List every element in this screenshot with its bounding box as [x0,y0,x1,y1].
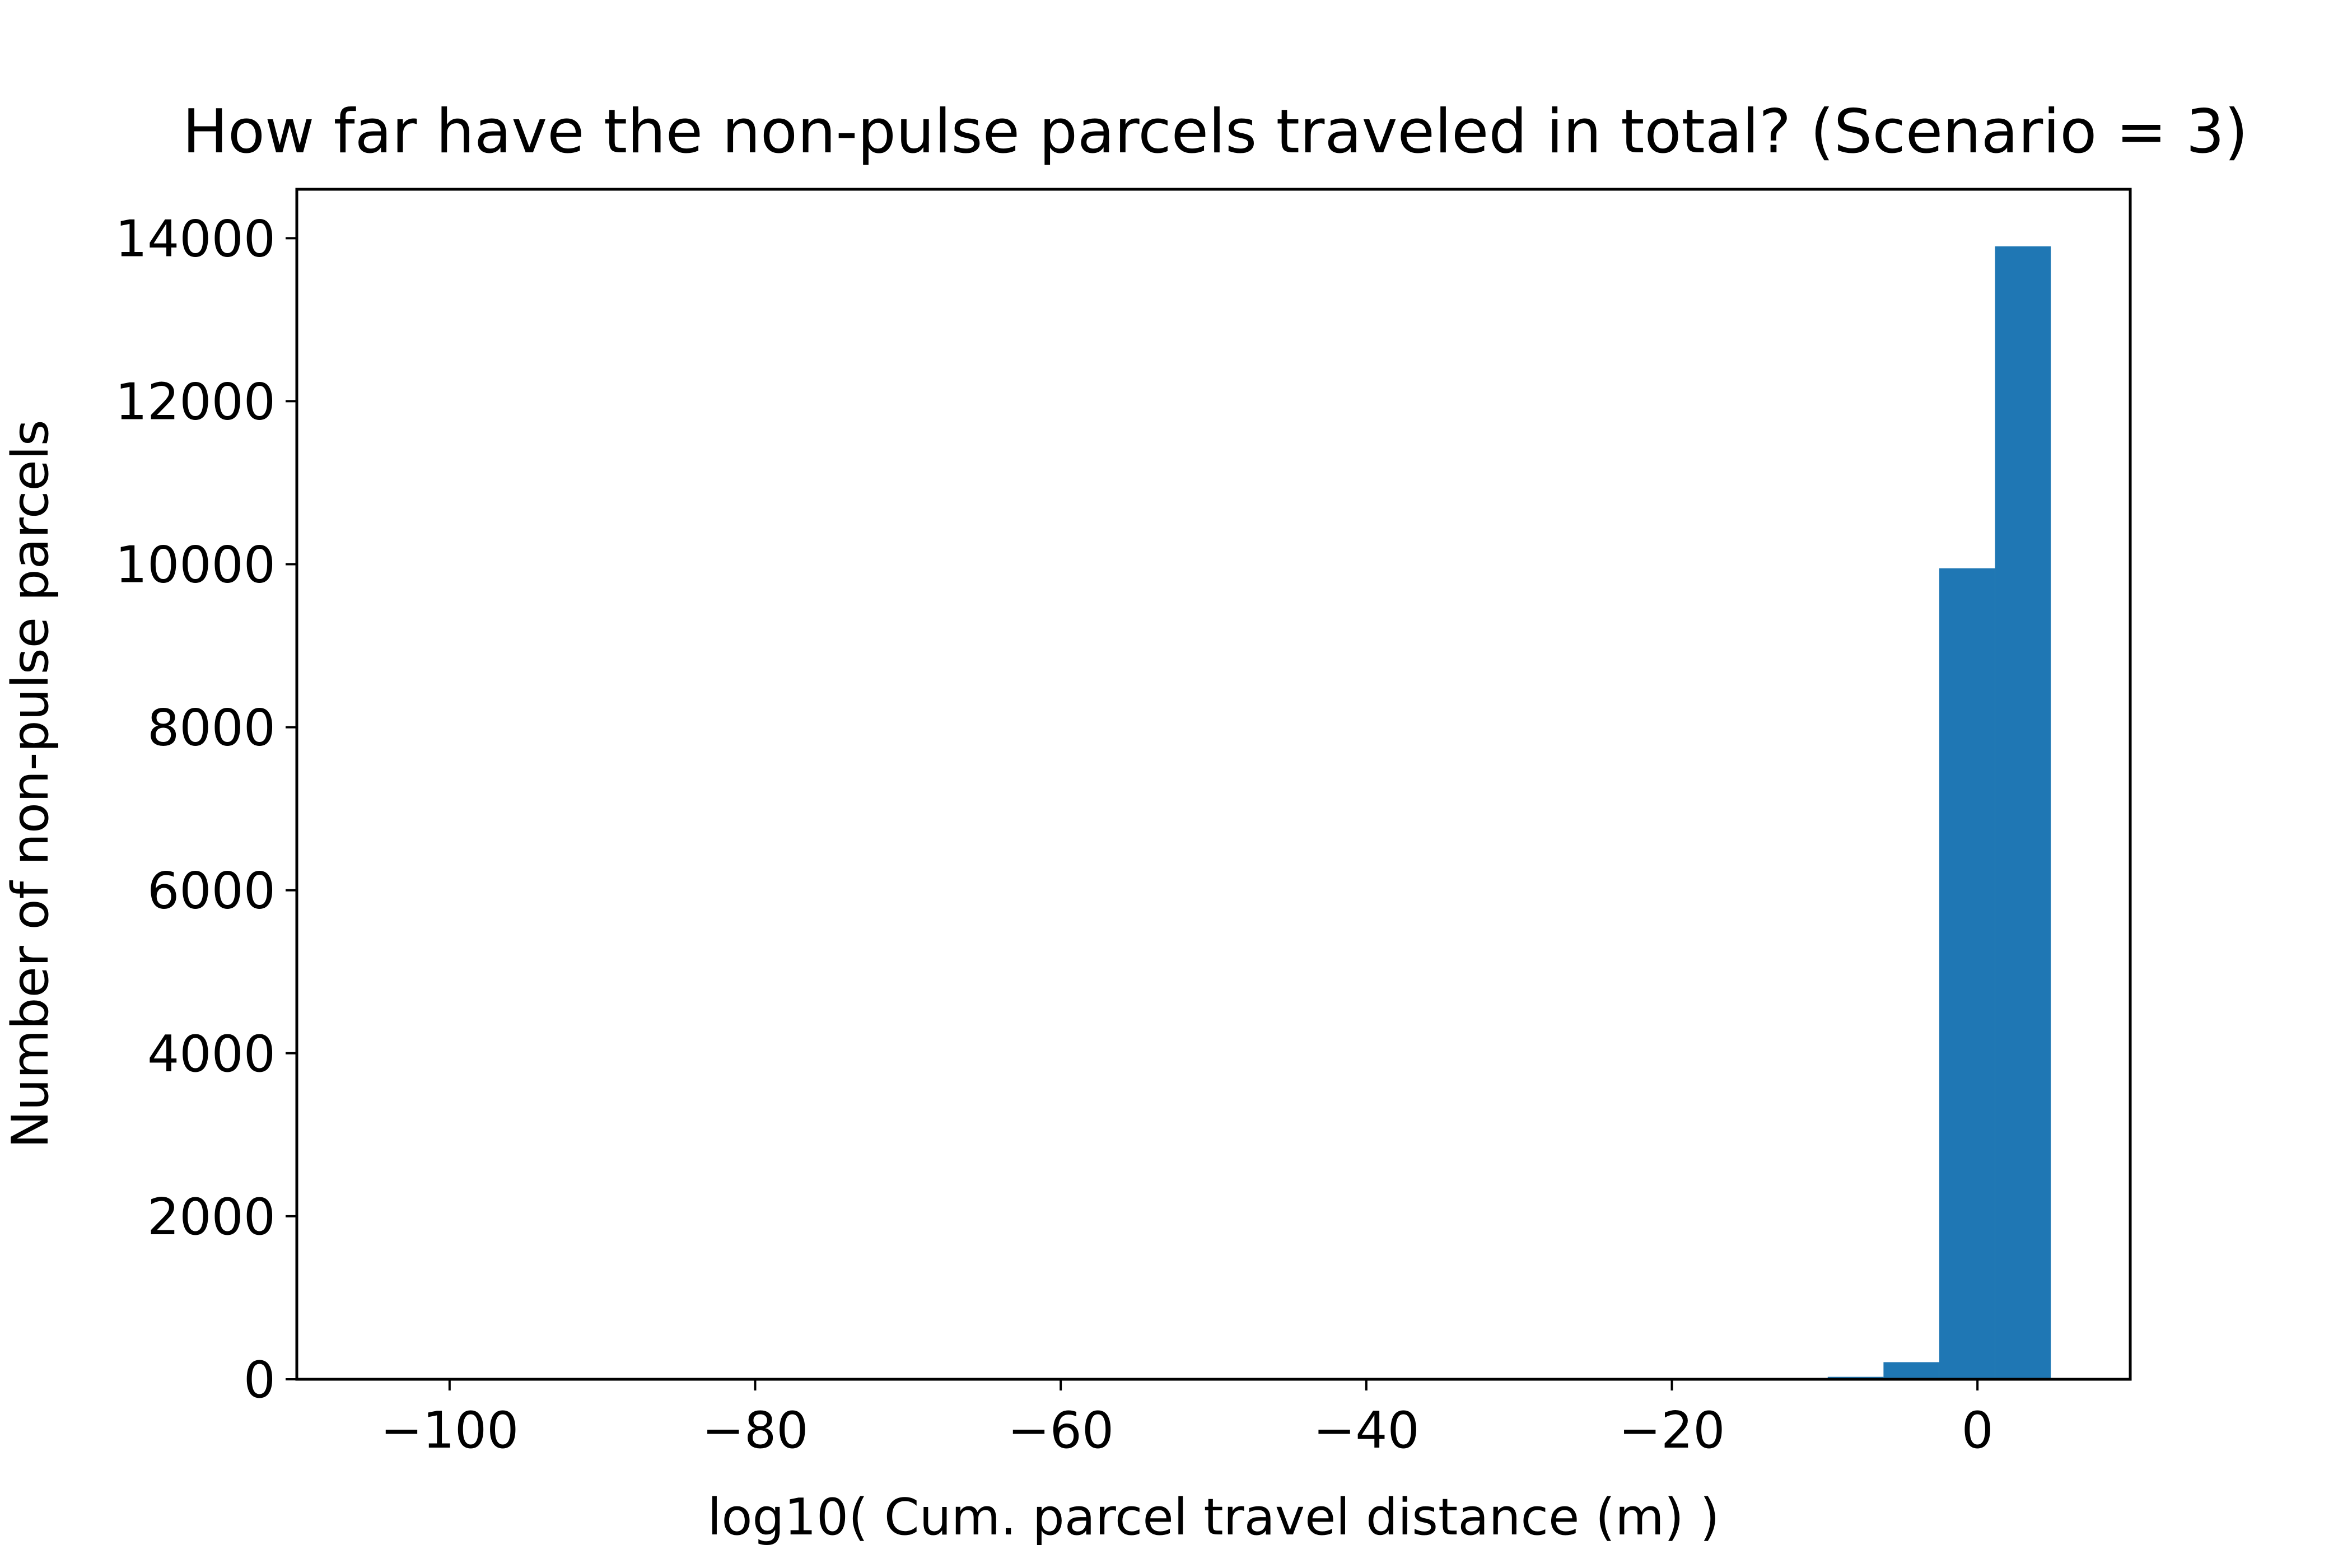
histogram-bar [1995,246,2051,1380]
plot-area-frame [295,188,2132,1381]
x-tick-label: −80 [702,1401,809,1460]
bars-group [1827,246,2051,1380]
y-tick-label: 0 [244,1351,276,1410]
chart-title: How far have the non-pulse parcels trave… [183,97,2248,167]
x-tick-label: −100 [380,1401,519,1460]
x-axis-ticks: −100 −80 −60 −40 −20 0 [380,1379,1994,1460]
y-axis-ticks: 0 2000 4000 6000 8000 10000 12000 14000 [115,209,297,1410]
y-tick-label: 6000 [147,862,276,921]
y-tick-label: 2000 [147,1188,276,1247]
histogram-bar [1939,568,1995,1379]
y-tick-label: 10000 [115,536,276,595]
histogram-bar [1883,1362,1939,1379]
y-tick-label: 8000 [147,699,276,758]
x-tick-label: −20 [1619,1401,1725,1460]
y-tick-label: 4000 [147,1025,276,1084]
y-tick-label: 14000 [115,209,276,268]
x-tick-label: −40 [1313,1401,1420,1460]
x-axis-label: log10( Cum. parcel travel distance (m) ) [707,1488,1719,1547]
y-axis-label: Number of non-pulse parcels [1,419,60,1148]
x-tick-label: 0 [1962,1401,1994,1460]
x-tick-label: −60 [1007,1401,1114,1460]
y-tick-label: 12000 [115,372,276,431]
